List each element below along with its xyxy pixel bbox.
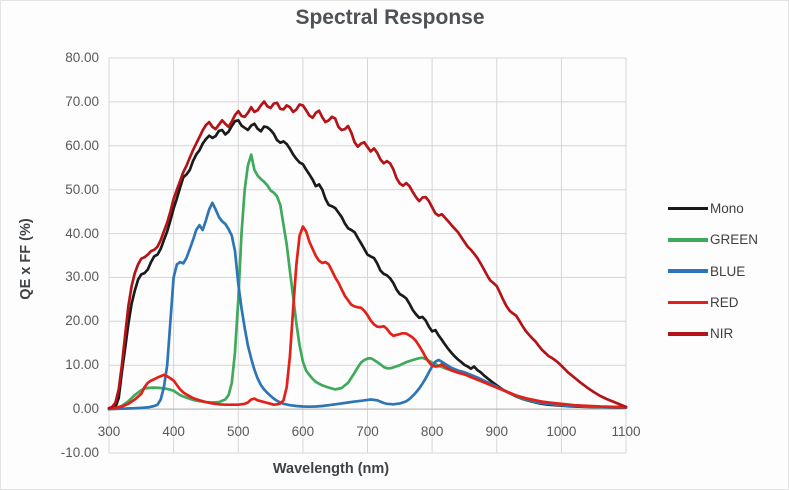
y-axis-title: QE x FF (%) bbox=[18, 218, 34, 300]
x-tick-label: 500 bbox=[226, 424, 250, 439]
y-tick-label: 40.00 bbox=[65, 225, 99, 241]
legend-item-mono: Mono bbox=[668, 193, 758, 224]
series-line-mono bbox=[107, 118, 628, 410]
y-tick-label: 0.00 bbox=[72, 401, 99, 417]
legend-item-green: GREEN bbox=[668, 224, 758, 255]
y-tick-label: 70.00 bbox=[65, 93, 99, 109]
x-tick-label: 400 bbox=[162, 424, 185, 439]
x-tick-label: 600 bbox=[291, 424, 315, 439]
legend-label-blue: BLUE bbox=[710, 263, 746, 279]
x-tick-label: 1100 bbox=[611, 424, 641, 439]
x-axis-title: Wavelength (nm) bbox=[272, 461, 390, 477]
y-tick-label: -10.00 bbox=[60, 445, 99, 460]
legend: Mono GREEN BLUE RED NIR bbox=[668, 193, 758, 349]
y-tick-label: 50.00 bbox=[65, 181, 99, 197]
x-tick-label: 1000 bbox=[546, 424, 577, 439]
legend-label-red: RED bbox=[710, 295, 739, 311]
legend-item-nir: NIR bbox=[668, 318, 758, 349]
legend-swatch-nir bbox=[668, 332, 708, 336]
y-tick-label: 80.00 bbox=[65, 50, 99, 65]
legend-swatch-mono bbox=[668, 206, 708, 211]
legend-swatch-green bbox=[668, 238, 708, 242]
legend-label-nir: NIR bbox=[710, 326, 734, 342]
y-tick-label: 20.00 bbox=[65, 313, 99, 329]
legend-swatch-blue bbox=[668, 269, 708, 274]
series-line-red bbox=[107, 225, 628, 410]
y-tick-label: 10.00 bbox=[65, 357, 99, 373]
legend-item-blue: BLUE bbox=[668, 256, 758, 287]
chart-title: Spectral Response bbox=[295, 6, 485, 29]
legend-label-mono: Mono bbox=[710, 201, 744, 217]
legend-label-green: GREEN bbox=[710, 232, 759, 248]
x-tick-label: 800 bbox=[420, 424, 444, 439]
x-tick-label: 300 bbox=[97, 424, 121, 439]
x-tick-label: 700 bbox=[356, 424, 379, 439]
x-tick-label: 900 bbox=[485, 424, 509, 439]
legend-item-red: RED bbox=[668, 287, 758, 318]
series-line-nir bbox=[107, 100, 628, 410]
y-tick-label: 60.00 bbox=[65, 137, 99, 153]
series-line-blue bbox=[107, 201, 628, 411]
y-tick-label: 30.00 bbox=[65, 269, 99, 285]
legend-swatch-red bbox=[668, 300, 708, 305]
